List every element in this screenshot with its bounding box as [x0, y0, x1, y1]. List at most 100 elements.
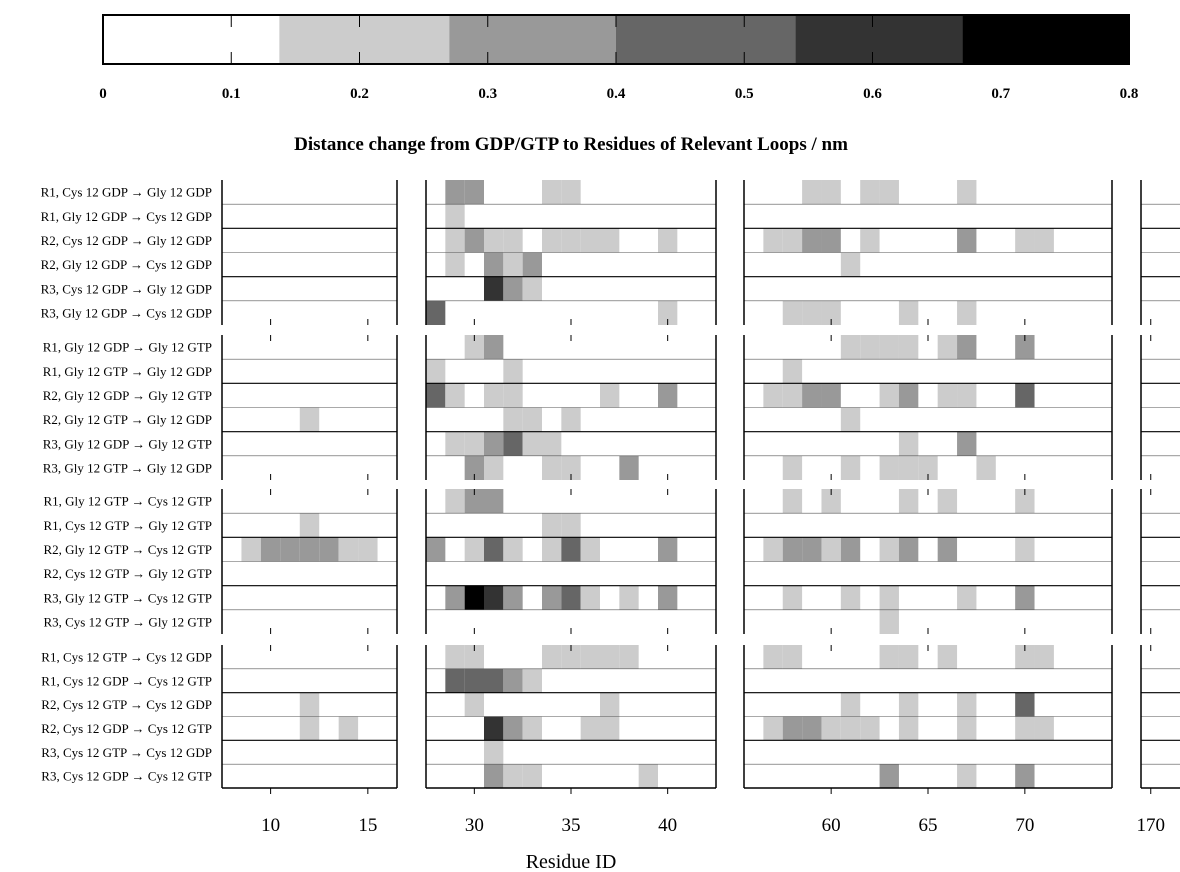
colorbar-level-0	[103, 15, 280, 64]
heatmap-cell	[763, 645, 783, 669]
heatmap-cell	[957, 716, 977, 741]
heatmap-cell	[957, 228, 977, 253]
heatmap-cell	[860, 180, 880, 205]
heatmap-cell	[879, 764, 899, 788]
colorbar-level-1	[279, 15, 450, 64]
heatmap-cell	[937, 383, 958, 408]
row-group-1	[425, 180, 717, 325]
heatmap-cell	[658, 537, 678, 562]
heatmap-cell	[957, 383, 977, 408]
heatmap-cell	[445, 489, 465, 514]
heatmap-cell	[840, 455, 861, 480]
row-group-3	[221, 489, 398, 634]
colorbar-level-4	[795, 15, 963, 64]
heatmap-cell	[600, 692, 620, 717]
heatmap-cell	[338, 716, 359, 741]
row-label: R1, Cys 12 GDP → Gly 12 GDP	[41, 185, 212, 200]
heatmap-cell	[638, 764, 658, 788]
x-tick-label: 65	[919, 815, 938, 836]
heatmap-cell	[522, 431, 542, 456]
heatmap-cell	[484, 252, 504, 277]
colorbar-tick-label: 0.5	[735, 86, 754, 102]
heatmap-cell	[426, 300, 446, 325]
panel-1	[221, 180, 398, 794]
heatmap-cell	[1015, 716, 1035, 741]
heatmap-cell	[445, 585, 465, 610]
row-group-2	[221, 335, 398, 480]
heatmap-cell	[561, 645, 581, 669]
heatmap-cell	[1015, 489, 1035, 514]
heatmap-cell	[619, 585, 639, 610]
x-tick-label: 15	[358, 815, 377, 836]
heatmap-cell	[426, 383, 446, 408]
heatmap-cell	[1034, 716, 1054, 741]
heatmap-cell	[426, 537, 446, 562]
heatmap-cell	[484, 740, 504, 765]
row-label: R2, Gly 12 GTP → Gly 12 GDP	[43, 412, 212, 427]
row-group-1	[221, 180, 398, 325]
x-tick-label: 35	[562, 815, 581, 836]
heatmap-cell	[782, 300, 803, 325]
row-label: R1, Cys 12 GTP → Cys 12 GDP	[41, 649, 212, 664]
heatmap-cell	[763, 716, 783, 741]
heatmap-cell	[503, 668, 523, 693]
heatmap-cell	[957, 300, 977, 325]
heatmap-cell	[484, 276, 504, 301]
heatmap-cell	[299, 537, 320, 562]
heatmap-cell	[445, 252, 465, 277]
heatmap-cell	[879, 180, 899, 205]
heatmap-cell	[1015, 764, 1035, 788]
heatmap-cell	[503, 716, 523, 741]
heatmap-cell	[840, 407, 861, 432]
heatmap-cell	[821, 489, 841, 514]
colorbar-tick-label: 0.6	[863, 86, 882, 102]
heatmap-cell	[561, 455, 581, 480]
colorbar-level-5	[962, 15, 1129, 64]
heatmap-cell	[561, 407, 581, 432]
row-group-4	[1140, 645, 1180, 794]
panel-3	[743, 180, 1113, 794]
heatmap-cell	[464, 537, 484, 562]
heatmap-cell	[580, 585, 600, 610]
heatmap-cell	[840, 585, 861, 610]
heatmap-cell	[879, 455, 899, 480]
heatmap-cell	[898, 431, 919, 456]
row-label: R1, Cys 12 GDP → Cys 12 GTP	[41, 673, 212, 688]
heatmap-cell	[484, 716, 504, 741]
heatmap-cell	[821, 228, 841, 253]
row-label: R1, Cys 12 GTP → Gly 12 GTP	[43, 518, 212, 533]
row-label: R2, Cys 12 GDP → Gly 12 GDP	[41, 233, 212, 248]
heatmap-cell	[484, 585, 504, 610]
row-label: R3, Gly 12 GTP → Cys 12 GTP	[43, 590, 212, 605]
heatmap-cell	[840, 716, 861, 741]
heatmap-cell	[484, 335, 504, 360]
heatmap-cell	[957, 431, 977, 456]
heatmap-cell	[464, 692, 484, 717]
heatmap-cell	[782, 645, 803, 669]
heatmap-cell	[1015, 692, 1035, 717]
heatmap-cell	[561, 228, 581, 253]
heatmap-cell	[503, 407, 523, 432]
heatmap-cell	[503, 585, 523, 610]
heatmap-cell	[484, 455, 504, 480]
row-group-1	[743, 180, 1113, 325]
heatmap-cell	[840, 692, 861, 717]
row-group-4	[425, 645, 717, 794]
row-group-2	[743, 335, 1113, 480]
panel-2	[425, 180, 717, 794]
colorbar-tick-label: 0.3	[478, 86, 497, 102]
heatmap-cell	[464, 585, 484, 610]
heatmap-cell	[1015, 537, 1035, 562]
heatmap-cell	[1015, 228, 1035, 253]
heatmap-cell	[445, 383, 465, 408]
row-label: R2, Gly 12 GDP → Cys 12 GDP	[41, 257, 212, 272]
heatmap-cell	[319, 537, 339, 562]
heatmap-cell	[860, 716, 880, 741]
heatmap-cell	[1034, 645, 1054, 669]
heatmap-cell	[464, 180, 484, 205]
heatmap-cell	[542, 585, 562, 610]
heatmap-cell	[299, 513, 320, 538]
heatmap-cell	[918, 455, 938, 480]
row-group-3	[1140, 489, 1180, 634]
